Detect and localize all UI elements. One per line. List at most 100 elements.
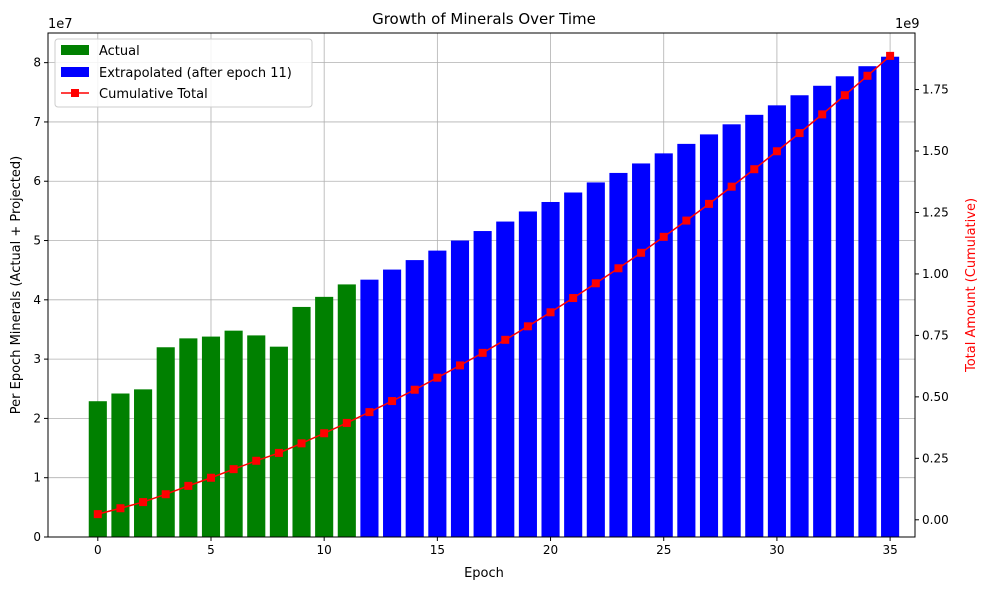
cumulative-marker [93,510,102,519]
bar-extrapolated [699,134,719,537]
bar-extrapolated [518,211,537,538]
y-left-tick-label: 4 [33,293,41,307]
y-right-tick-label: 0.50 [922,390,949,404]
y-right-tick-label: 1.00 [922,267,949,281]
y-left-tick-label: 6 [33,174,41,188]
bar-extrapolated [586,182,605,537]
y-right-tick-label: 0.25 [922,451,949,465]
cumulative-marker [795,129,804,138]
bar-extrapolated [564,192,583,538]
bar-extrapolated [813,85,832,538]
y-axis-right-label: Total Amount (Cumulative) [964,198,979,373]
y-left-tick-label: 8 [33,56,41,70]
bar-extrapolated [881,56,900,537]
cumulative-marker [591,279,600,288]
bar-extrapolated [722,124,741,538]
legend-label-cumulative: Cumulative Total [99,87,208,102]
bar-extrapolated [677,143,696,537]
y-left-tick-label: 2 [33,411,41,425]
cumulative-marker [614,264,623,273]
cumulative-marker [546,308,555,317]
cumulative-marker [229,465,238,474]
bar-extrapolated [767,105,786,538]
bar-actual [134,389,153,537]
bar-actual [111,393,130,537]
cumulative-marker [659,232,668,241]
bar-extrapolated [541,201,560,538]
bar-actual [156,347,175,537]
bar-actual [315,296,334,537]
cumulative-marker [184,481,193,490]
cumulative-marker [727,182,736,191]
bar-extrapolated [609,172,628,537]
bar-extrapolated [473,231,492,537]
legend-box [54,38,313,108]
bars-group [88,56,900,538]
cumulative-marker [750,165,759,174]
y-axis-right: 0.00 0.25 0.50 0.75 1.00 1.25 1.50 1.75 [915,83,949,527]
bar-extrapolated [428,250,447,537]
right-offset-label: 1e9 [895,17,920,32]
bar-extrapolated [450,240,470,537]
cumulative-marker [637,248,646,257]
legend: Actual Extrapolated (after epoch 11) Cum… [54,38,313,108]
bar-actual [179,338,198,537]
bar-extrapolated [654,153,673,537]
y-right-tick-label: 0.00 [922,513,949,527]
cumulative-marker [501,335,510,344]
cumulative-marker [478,348,487,357]
cumulative-marker [818,110,827,119]
cumulative-marker [523,322,532,331]
y-left-tick-label: 5 [33,234,41,248]
cumulative-marker [252,456,261,465]
legend-label-extrapolated: Extrapolated (after epoch 11) [99,66,292,81]
cumulative-marker [320,429,329,438]
cumulative-marker [840,91,849,100]
y-left-tick-label: 7 [33,115,41,129]
x-tick-label: 25 [656,543,671,557]
y-left-tick-label: 1 [33,471,41,485]
x-tick-label: 20 [543,543,558,557]
bar-actual [247,335,266,537]
bar-extrapolated [835,76,854,538]
cumulative-marker [433,373,442,382]
x-axis: 0 5 10 15 20 25 30 35 [94,537,898,557]
y-right-tick-label: 0.75 [922,328,949,342]
y-left-tick-label: 0 [33,530,41,544]
bar-actual [224,330,243,537]
y-right-tick-label: 1.75 [922,83,949,97]
cumulative-marker [682,216,691,225]
cumulative-marker [569,294,578,303]
bar-actual [269,346,288,537]
bar-actual [201,336,221,537]
cumulative-marker [772,147,781,156]
cumulative-marker [274,448,283,457]
cumulative-marker [139,498,148,507]
y-axis-left-label: Per Epoch Minerals (Actual + Projected) [9,156,24,414]
bar-actual [88,401,107,537]
cumulative-marker [705,199,714,208]
y-left-tick-label: 3 [33,352,41,366]
bar-extrapolated [632,163,651,537]
x-tick-label: 30 [769,543,784,557]
bar-actual [337,284,356,537]
bar-extrapolated [790,95,809,538]
y-right-tick-label: 1.50 [922,144,949,158]
y-axis-left: 0 1 2 3 4 5 6 7 8 [33,56,48,544]
legend-swatch-extrapolated [61,67,89,77]
cumulative-marker [161,490,170,499]
y-right-tick-label: 1.25 [922,205,949,219]
bar-actual [292,306,311,537]
x-axis-label: Epoch [464,566,504,581]
cumulative-marker [206,473,215,482]
cumulative-marker [388,397,397,406]
cumulative-marker [886,51,895,60]
bar-extrapolated [405,260,424,537]
x-tick-label: 0 [94,543,102,557]
legend-label-actual: Actual [99,44,140,59]
cumulative-marker [365,408,374,417]
cumulative-marker [297,439,306,448]
x-tick-label: 35 [882,543,897,557]
x-tick-label: 5 [207,543,215,557]
